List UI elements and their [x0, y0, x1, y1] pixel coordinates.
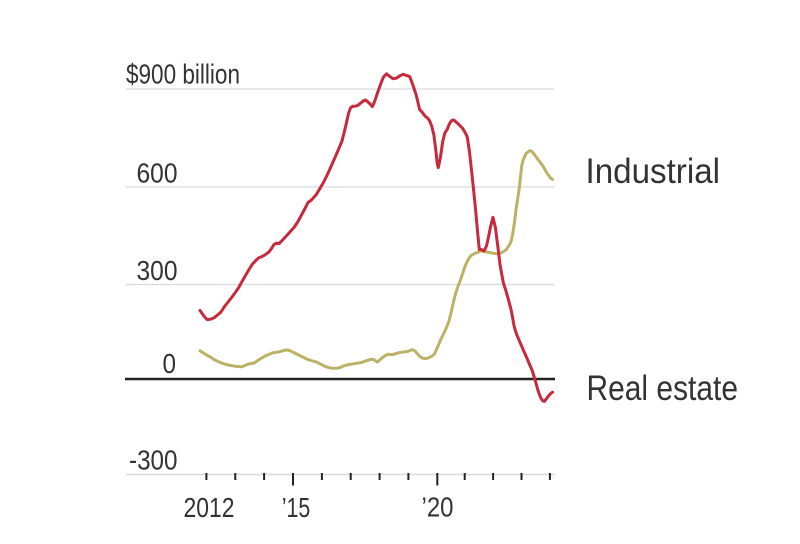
svg-text:$900 billion: $900 billion	[126, 59, 240, 90]
svg-text:300: 300	[137, 255, 178, 286]
svg-text:600: 600	[137, 158, 178, 189]
svg-text:’20: ’20	[422, 492, 454, 523]
svg-text:Real estate: Real estate	[587, 369, 739, 408]
svg-text:-300: -300	[129, 445, 178, 476]
svg-text:0: 0	[163, 348, 177, 379]
svg-text:Industrial: Industrial	[586, 152, 721, 191]
svg-text:2012: 2012	[184, 492, 235, 523]
svg-text:’15: ’15	[282, 492, 311, 523]
